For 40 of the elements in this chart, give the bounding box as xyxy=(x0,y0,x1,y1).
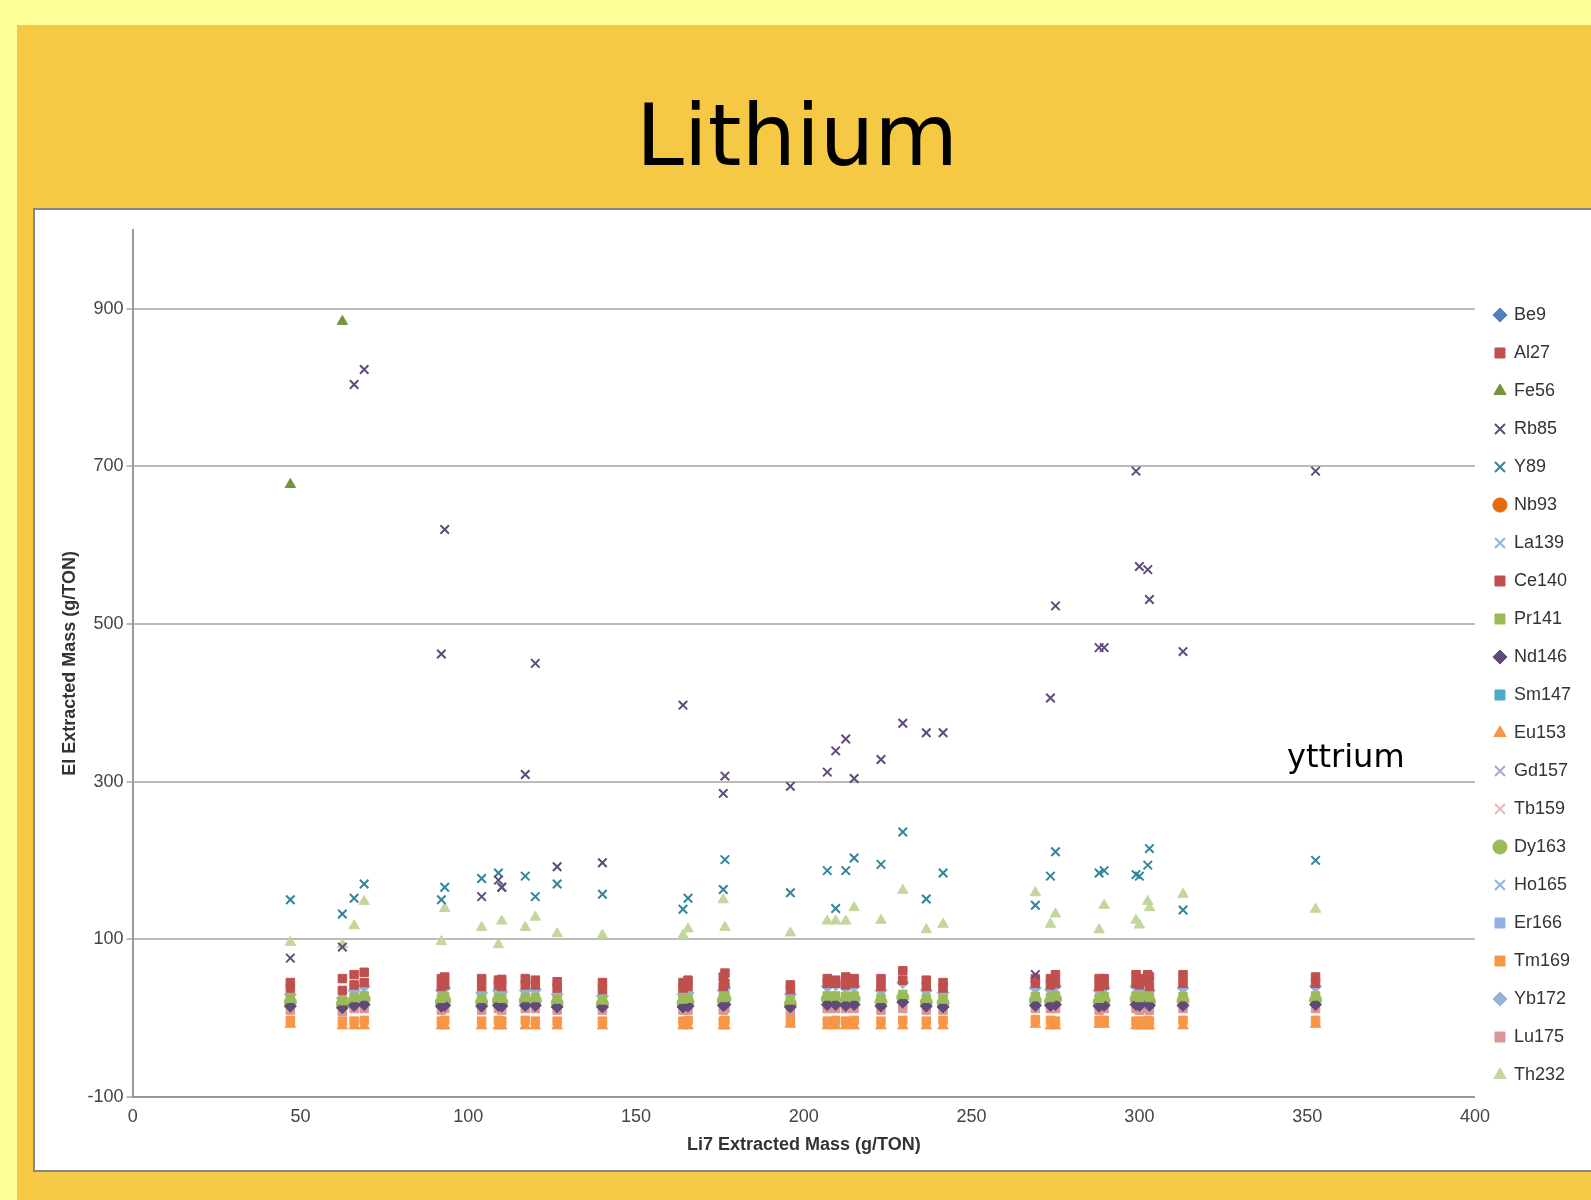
legend-label: La139 xyxy=(1513,531,1565,552)
x-tick-label: 50 xyxy=(290,1105,311,1126)
legend-label: Th232 xyxy=(1513,1063,1566,1084)
x-tick-label: 350 xyxy=(1292,1105,1323,1126)
legend-label: Al27 xyxy=(1513,341,1550,362)
legend-label: Eu153 xyxy=(1513,721,1567,742)
annotation: yttrium xyxy=(1287,737,1405,776)
legend-label: Be9 xyxy=(1513,303,1546,324)
x-tick-label: 150 xyxy=(620,1105,652,1126)
legend-label: Ho165 xyxy=(1513,873,1568,894)
chart-title: Lithium xyxy=(634,85,960,185)
x-axis-title: Li7 Extracted Mass (g/TON) xyxy=(686,1134,921,1155)
legend-label: Nb93 xyxy=(1513,493,1557,514)
x-tick-label: 250 xyxy=(956,1105,987,1126)
legend-label: Y89 xyxy=(1513,455,1546,476)
legend-label: Tb159 xyxy=(1513,797,1566,818)
legend-label: Gd157 xyxy=(1513,759,1569,780)
y-tick-label: 500 xyxy=(93,612,124,633)
y-tick-label: 300 xyxy=(93,770,124,791)
y-tick-label: 100 xyxy=(93,928,124,949)
x-tick-label: 400 xyxy=(1459,1105,1490,1126)
legend-label: Yb172 xyxy=(1513,987,1567,1008)
legend-label: Lu175 xyxy=(1513,1025,1565,1046)
y-tick-label: -100 xyxy=(87,1085,124,1106)
x-tick-label: 0 xyxy=(127,1105,138,1126)
y-axis-title: El Extracted Mass (g/TON) xyxy=(58,551,79,776)
legend-label: Sm147 xyxy=(1513,683,1572,704)
legend-label: Ce140 xyxy=(1513,569,1568,590)
y-tick-label: 900 xyxy=(93,297,124,318)
legend-label: Er166 xyxy=(1513,911,1563,932)
legend-label: Rb85 xyxy=(1513,417,1557,438)
x-tick-label: 300 xyxy=(1124,1105,1155,1126)
x-tick-label: 100 xyxy=(453,1105,484,1126)
legend-label: Nd146 xyxy=(1513,645,1568,666)
x-tick-label: 200 xyxy=(788,1105,819,1126)
legend-label: Tm169 xyxy=(1513,949,1570,970)
legend-label: Dy163 xyxy=(1513,835,1566,856)
legend-label: Pr141 xyxy=(1513,607,1563,628)
legend-label: Fe56 xyxy=(1513,379,1555,400)
y-tick-label: 700 xyxy=(93,455,124,476)
